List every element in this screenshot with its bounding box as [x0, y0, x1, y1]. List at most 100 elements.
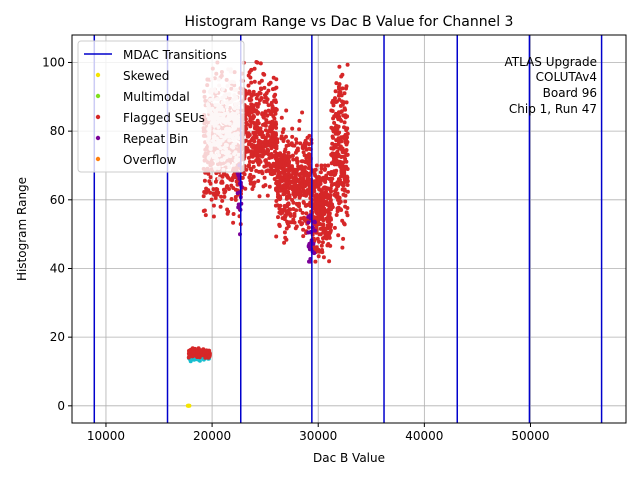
data-point — [256, 179, 261, 183]
data-point — [344, 148, 349, 153]
data-point — [322, 230, 326, 235]
data-point — [341, 134, 346, 139]
data-point — [314, 205, 319, 209]
data-point — [243, 186, 248, 191]
data-point — [225, 184, 230, 189]
data-point — [251, 137, 256, 142]
data-point — [204, 190, 209, 195]
data-point — [297, 204, 301, 209]
data-point — [261, 147, 266, 152]
x-axis-ticks: 10000 20000 30000 40000 50000 — [87, 423, 550, 443]
data-point — [281, 127, 286, 132]
data-point — [218, 204, 223, 209]
data-point — [319, 243, 324, 248]
data-point — [339, 109, 344, 114]
data-point — [334, 81, 339, 86]
data-point — [261, 184, 266, 189]
data-point — [294, 137, 299, 142]
data-point — [321, 222, 326, 227]
y-axis-ticks: 0 20 40 60 80 100 — [42, 55, 72, 413]
data-point — [316, 208, 321, 213]
data-point — [336, 233, 341, 238]
data-point — [314, 192, 319, 197]
data-point — [274, 160, 279, 165]
data-point — [320, 206, 325, 211]
data-point — [290, 143, 295, 147]
data-point — [331, 103, 336, 108]
y-tick-label: 20 — [50, 330, 65, 344]
data-point — [262, 85, 267, 90]
data-point — [290, 134, 295, 139]
data-point — [318, 201, 323, 206]
data-point — [340, 86, 345, 91]
annotation-line-1: ATLAS Upgrade — [504, 55, 597, 69]
data-point — [254, 130, 259, 135]
data-point — [270, 132, 275, 137]
data-point — [305, 135, 310, 140]
data-point — [313, 167, 318, 172]
data-point — [232, 175, 237, 180]
data-point — [341, 192, 346, 197]
data-point — [304, 189, 309, 194]
data-point — [282, 155, 287, 160]
data-point — [264, 91, 269, 96]
data-point — [274, 144, 279, 148]
data-point — [266, 148, 271, 153]
data-point — [286, 163, 290, 168]
data-point — [314, 225, 319, 230]
data-point — [274, 77, 279, 82]
data-point — [335, 209, 340, 214]
data-point — [337, 86, 341, 91]
data-point — [337, 196, 342, 201]
data-point — [341, 168, 346, 173]
data-point — [222, 194, 227, 199]
data-point — [344, 84, 349, 89]
data-point — [327, 234, 332, 239]
data-point — [301, 143, 306, 148]
data-point — [343, 199, 348, 204]
data-point — [203, 355, 208, 360]
y-tick-label: 100 — [42, 55, 65, 69]
data-point — [329, 189, 333, 194]
data-point — [265, 193, 270, 198]
data-point — [326, 213, 331, 218]
data-point — [274, 234, 279, 239]
data-point — [295, 159, 300, 164]
data-point — [249, 80, 254, 85]
legend-label-repeat-bin: Repeat Bin — [123, 132, 188, 146]
data-point — [262, 175, 267, 180]
data-point — [248, 123, 253, 128]
data-point — [345, 177, 350, 182]
data-point — [246, 155, 251, 160]
data-point — [342, 91, 347, 96]
data-point — [312, 202, 317, 207]
legend-label-skewed: Skewed — [123, 69, 169, 83]
data-point — [344, 159, 349, 164]
data-point — [284, 196, 289, 201]
data-point — [330, 205, 335, 210]
data-point — [333, 111, 338, 116]
data-point — [255, 92, 260, 97]
data-point — [304, 211, 309, 216]
data-point — [258, 61, 263, 66]
data-point — [317, 180, 321, 185]
data-point — [326, 163, 331, 168]
data-point — [342, 120, 347, 125]
data-point — [219, 194, 224, 199]
data-point — [292, 220, 297, 225]
data-point — [214, 187, 219, 191]
data-point — [279, 176, 284, 181]
data-point — [262, 164, 267, 169]
data-point — [282, 167, 287, 172]
legend-marker-multimodal — [95, 93, 101, 99]
data-point — [345, 206, 350, 210]
data-point — [306, 220, 311, 225]
data-point — [335, 126, 340, 131]
data-point — [340, 245, 345, 250]
data-point — [329, 217, 333, 222]
data-point — [329, 222, 334, 227]
data-point — [282, 217, 287, 222]
data-point — [252, 66, 257, 71]
data-point — [335, 181, 340, 186]
data-point — [250, 120, 255, 125]
